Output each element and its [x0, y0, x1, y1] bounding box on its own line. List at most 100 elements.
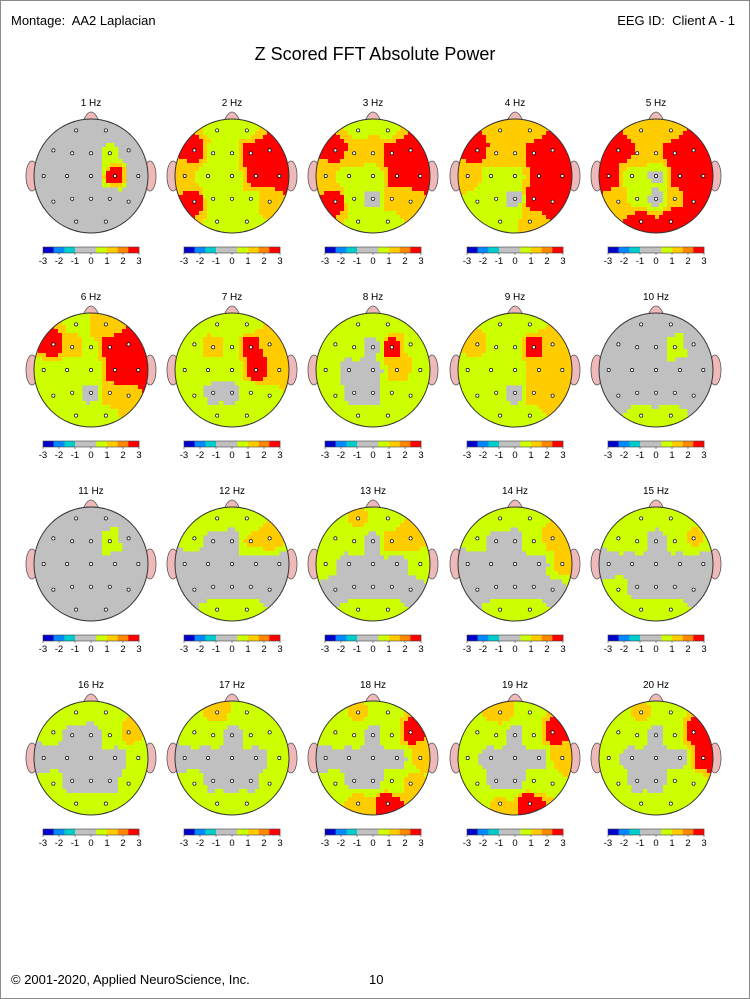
electrode-fz	[230, 345, 234, 350]
scale-tick-label: -2	[337, 838, 345, 849]
electrode-t6	[408, 393, 413, 398]
electrode-pz	[513, 584, 517, 589]
frequency-label: 17 Hz	[219, 680, 245, 691]
frequency-label: 16 Hz	[78, 680, 104, 691]
topomap: 8 Hz -3 -2 -1 0 1 2 3	[307, 292, 439, 461]
electrode-f3	[635, 733, 640, 738]
scale-tick-label: 3	[701, 644, 706, 655]
scale-tick-label: 1	[245, 838, 250, 849]
electrode-t3	[41, 562, 46, 566]
electrode-t6	[126, 781, 131, 786]
electrode-cz	[371, 368, 375, 372]
electrode-cz	[89, 756, 93, 760]
topomap: 2 Hz -3 -2 -1 0 1 2 3	[166, 98, 298, 267]
electrode-o1	[215, 801, 220, 806]
electrode-t5	[616, 393, 621, 398]
electrode-fp2	[385, 516, 390, 521]
electrode-t6	[267, 587, 272, 592]
color-scale: -3 -2 -1 0 1 2 3	[39, 634, 142, 655]
electrode-cz	[230, 756, 234, 760]
scale-tick-label: 0	[653, 256, 658, 267]
electrode-pz	[371, 390, 375, 395]
electrode-fz	[89, 733, 93, 738]
scale-tick-label: 3	[136, 256, 141, 267]
electrode-f7	[192, 342, 197, 347]
electrode-p3	[635, 778, 640, 783]
electrode-f7	[616, 730, 621, 735]
electrode-pz	[513, 196, 517, 201]
electrode-f8	[126, 342, 131, 347]
electrode-fz	[654, 733, 658, 738]
electrode-o1	[498, 801, 503, 806]
electrode-f4	[248, 345, 253, 350]
electrode-f3	[352, 733, 357, 738]
electrode-f7	[192, 148, 197, 153]
electrode-o2	[527, 413, 532, 418]
color-scale: -3 -2 -1 0 1 2 3	[463, 634, 566, 655]
frequency-label: 5 Hz	[646, 98, 667, 109]
electrode-fp2	[244, 516, 249, 521]
scale-tick-label: 1	[669, 256, 674, 267]
electrode-t5	[616, 587, 621, 592]
electrode-fp2	[103, 516, 108, 521]
electrode-o2	[527, 219, 532, 224]
electrode-t3	[182, 368, 187, 372]
scale-tick-label: -1	[353, 838, 361, 849]
electrode-fp1	[639, 322, 644, 327]
electrode-o1	[356, 607, 361, 612]
scale-tick-label: 1	[245, 644, 250, 655]
electrode-f4	[389, 733, 394, 738]
electrode-f8	[691, 148, 696, 153]
electrode-p3	[70, 390, 75, 395]
electrode-c4	[112, 756, 117, 760]
head-outline	[315, 118, 431, 234]
electrode-f8	[408, 730, 413, 735]
electrode-o2	[103, 219, 108, 224]
scale-tick-label: 3	[418, 256, 423, 267]
color-scale: -3 -2 -1 0 1 2 3	[321, 440, 424, 461]
electrode-fp2	[385, 128, 390, 133]
head-outline	[33, 118, 149, 234]
electrode-p3	[352, 390, 357, 395]
electrode-pz	[89, 778, 93, 783]
electrode-t6	[691, 393, 696, 398]
scale-tick-label: -1	[353, 644, 361, 655]
electrode-f8	[550, 148, 555, 153]
electrode-p4	[389, 778, 394, 783]
scale-tick-label: 0	[370, 644, 375, 655]
scale-tick-label: 0	[370, 838, 375, 849]
scale-tick-label: 2	[544, 644, 549, 655]
electrode-p3	[635, 584, 640, 589]
electrode-o2	[244, 801, 249, 806]
scale-tick-label: 2	[120, 644, 125, 655]
electrode-f3	[70, 345, 75, 350]
electrode-t5	[475, 587, 480, 592]
scale-tick-label: -3	[604, 256, 612, 267]
electrode-c3	[206, 562, 211, 566]
electrode-f8	[691, 536, 696, 541]
scale-tick-label: -3	[39, 644, 47, 655]
electrode-t3	[323, 756, 328, 760]
electrode-f8	[267, 342, 272, 347]
scale-tick-label: 2	[685, 838, 690, 849]
head-outline	[315, 312, 431, 428]
electrode-t6	[267, 393, 272, 398]
scale-tick-label: 2	[544, 450, 549, 461]
head-outline	[457, 118, 573, 234]
electrode-fz	[89, 539, 93, 544]
electrode-f8	[550, 730, 555, 735]
electrode-o1	[74, 413, 79, 418]
electrode-cz	[654, 368, 658, 372]
electrode-c4	[394, 174, 399, 178]
electrode-p4	[107, 196, 112, 201]
electrode-t5	[192, 393, 197, 398]
electrode-c4	[112, 562, 117, 566]
electrode-pz	[654, 584, 658, 589]
electrode-t4	[277, 368, 282, 372]
scale-tick-label: -3	[180, 450, 188, 461]
frequency-label: 18 Hz	[360, 680, 386, 691]
scale-tick-label: -3	[463, 644, 471, 655]
electrode-p3	[635, 390, 640, 395]
topomap: 18 Hz -3 -2 -1 0 1 2 3	[307, 680, 439, 849]
electrode-f3	[211, 733, 216, 738]
